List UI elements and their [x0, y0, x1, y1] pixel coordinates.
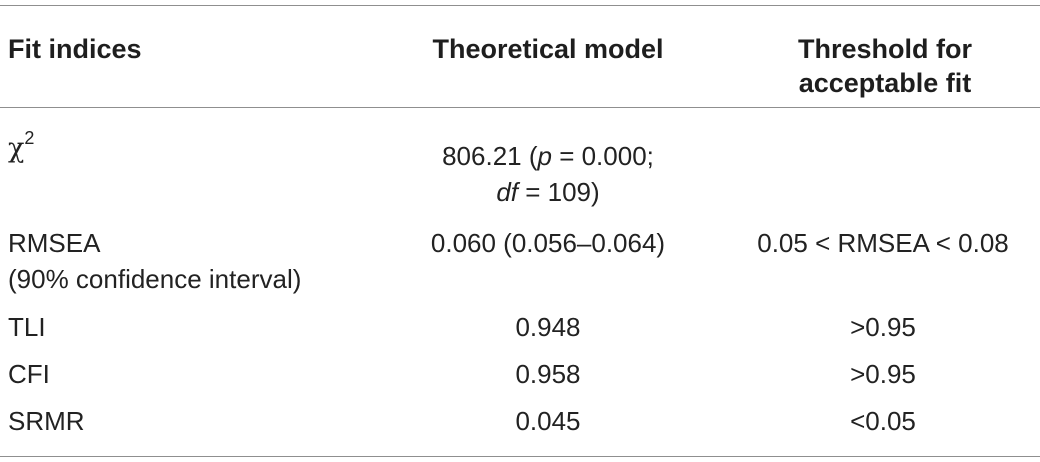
chi-model-p: p [537, 141, 552, 171]
chi-model-line1: 806.21 (p = 0.000; [380, 138, 716, 174]
row-srmr-threshold: <0.05 [850, 406, 916, 436]
top-rule [0, 5, 1040, 6]
row-tli-index: TLI [8, 312, 46, 342]
chi-superscript: 2 [24, 128, 35, 149]
header-threshold-line1: Threshold for [798, 34, 972, 64]
row-tli-threshold: >0.95 [850, 312, 916, 342]
header-fit-indices: Fit indices [8, 34, 142, 64]
chi-symbol: χ [8, 133, 25, 164]
row-chi-square-index: χ2 [8, 128, 35, 167]
table-header: Fit indices Theoretical model Threshold … [0, 6, 1040, 107]
header-threshold-line2: acceptable fit [798, 68, 972, 98]
bottom-rule [0, 456, 1040, 457]
fit-indices-table: Fit indices Theoretical model Threshold … [0, 5, 1040, 457]
row-cfi-threshold: >0.95 [850, 359, 916, 389]
row-rmsea-model: 0.060 (0.056–0.064) [430, 228, 666, 258]
row-chi-square-model: 806.21 (p = 0.000; df = 109) [380, 138, 716, 210]
row-rmsea-threshold: 0.05 < RMSEA < 0.08 [757, 228, 1009, 258]
row-srmr-model: 0.045 [515, 406, 581, 436]
chi-model-df-value: = 109) [518, 177, 600, 207]
rmsea-sublabel: (90% confidence interval) [8, 264, 302, 294]
chi-model-p-value: = 0.000; [551, 141, 654, 171]
header-theoretical-model: Theoretical model [432, 34, 664, 64]
row-tli-model: 0.948 [515, 312, 581, 342]
header-threshold: Threshold for acceptable fit [740, 32, 1030, 100]
chi-model-df: df [496, 177, 518, 207]
table-body: χ2 806.21 (p = 0.000; df = 109) RMSEA (9… [0, 108, 1040, 456]
row-srmr-index: SRMR [8, 406, 85, 436]
header-rule [0, 107, 1040, 108]
row-cfi-model: 0.958 [515, 359, 581, 389]
row-rmsea-index: RMSEA (90% confidence interval) [8, 225, 301, 297]
chi-model-value: 806.21 ( [442, 141, 538, 171]
row-cfi-index: CFI [8, 359, 50, 389]
chi-model-line2: df = 109) [380, 174, 716, 210]
rmsea-label: RMSEA [8, 228, 101, 258]
